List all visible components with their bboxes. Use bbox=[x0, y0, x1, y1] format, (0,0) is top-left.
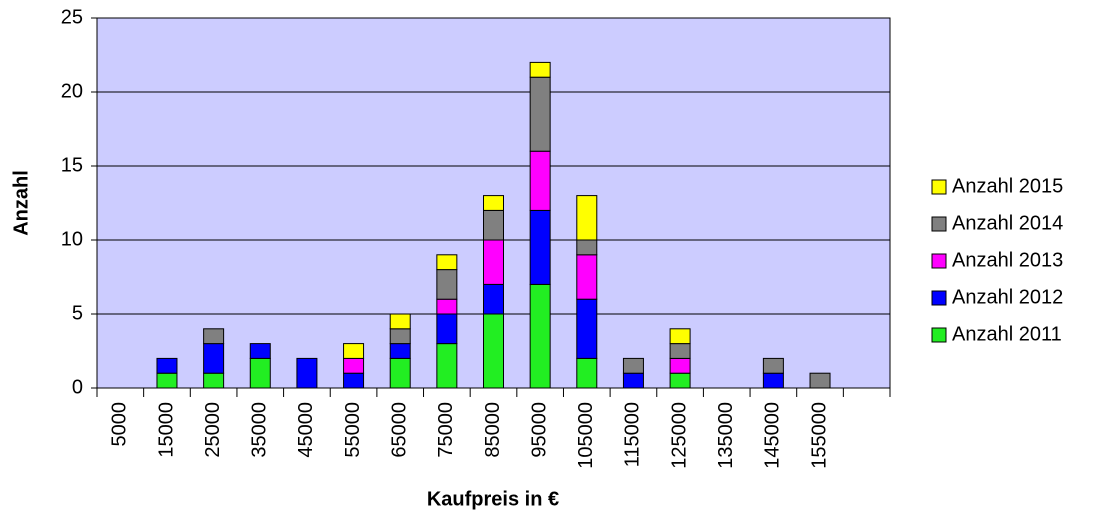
bar-segment bbox=[203, 328, 225, 345]
x-tick-label: 75000 bbox=[435, 402, 457, 458]
bar-segment bbox=[389, 313, 411, 330]
bar-segment bbox=[622, 372, 644, 389]
x-tick-label: 25000 bbox=[202, 402, 224, 458]
legend-label: Anzahl 2012 bbox=[952, 286, 1063, 308]
legend-swatch bbox=[931, 327, 947, 343]
bar-segment bbox=[249, 357, 271, 389]
bar-segment bbox=[389, 328, 411, 345]
x-tick-label: 145000 bbox=[762, 402, 784, 469]
bar-segment bbox=[529, 283, 551, 389]
bar-segment bbox=[576, 239, 598, 256]
bar-segment bbox=[343, 372, 365, 389]
bar-segment bbox=[576, 254, 598, 300]
bar-segment bbox=[483, 283, 504, 315]
bar-segment bbox=[483, 195, 504, 211]
legend-swatch bbox=[931, 253, 947, 269]
bar-segment bbox=[343, 357, 365, 374]
bar-segment bbox=[529, 76, 551, 152]
x-tick-label: 135000 bbox=[715, 402, 737, 469]
y-axis-label: Anzahl bbox=[10, 170, 32, 236]
legend-label: Anzahl 2011 bbox=[952, 323, 1062, 345]
x-axis-label: Kaufpreis in € bbox=[427, 488, 559, 510]
legend-swatch bbox=[931, 216, 947, 232]
y-tick-label: 10 bbox=[61, 228, 83, 250]
bar-segment bbox=[576, 195, 598, 241]
bar-segment bbox=[576, 357, 598, 389]
bar-segment bbox=[343, 343, 365, 359]
legend-label: Anzahl 2013 bbox=[952, 249, 1063, 271]
y-tick-label: 15 bbox=[61, 154, 83, 176]
x-tick-label: 125000 bbox=[668, 402, 690, 469]
bar-segment bbox=[529, 209, 551, 285]
legend-label: Anzahl 2015 bbox=[952, 175, 1063, 197]
legend-swatch bbox=[931, 179, 947, 195]
bar-segment bbox=[436, 343, 458, 389]
bar-segment bbox=[436, 313, 458, 345]
bar-segment bbox=[483, 209, 504, 241]
x-tick-label: 45000 bbox=[295, 402, 317, 458]
y-tick-label: 5 bbox=[72, 302, 83, 324]
legend-label: Anzahl 2014 bbox=[952, 212, 1063, 234]
bar-segment bbox=[249, 343, 271, 359]
x-tick-label: 55000 bbox=[342, 402, 364, 458]
y-tick-label: 20 bbox=[61, 80, 83, 102]
x-tick-label: 105000 bbox=[575, 402, 597, 469]
bar-segment bbox=[669, 357, 691, 374]
bar-segment bbox=[156, 357, 178, 374]
bar-segment bbox=[576, 298, 598, 359]
x-tick-label: 5000 bbox=[109, 402, 131, 447]
bar-segment bbox=[669, 328, 691, 345]
x-tick-label: 35000 bbox=[249, 402, 271, 458]
x-tick-label: 85000 bbox=[482, 402, 504, 458]
bar-segment bbox=[389, 357, 411, 389]
bar-segment bbox=[529, 61, 551, 78]
bar-segment bbox=[483, 313, 504, 389]
bar-segment bbox=[436, 269, 458, 300]
bar-segment bbox=[203, 343, 225, 374]
bar-segment bbox=[529, 150, 551, 211]
y-tick-label: 0 bbox=[72, 376, 83, 398]
legend-swatch bbox=[931, 290, 947, 306]
bar-segment bbox=[436, 254, 458, 271]
bar-segment bbox=[436, 298, 458, 315]
bar-segment bbox=[203, 372, 225, 389]
x-tick-label: 155000 bbox=[808, 402, 830, 469]
bar-segment bbox=[296, 357, 318, 389]
bar-segment bbox=[669, 372, 691, 389]
y-tick-label: 25 bbox=[61, 6, 83, 28]
bar-segment bbox=[762, 357, 784, 374]
bar-segment bbox=[483, 239, 504, 285]
bar-segment bbox=[762, 372, 784, 389]
bar-segment bbox=[622, 357, 644, 374]
x-tick-label: 15000 bbox=[155, 402, 177, 458]
bar-segment bbox=[669, 343, 691, 359]
bar-segment bbox=[389, 343, 411, 359]
x-tick-label: 95000 bbox=[528, 402, 550, 458]
x-tick-label: 65000 bbox=[388, 402, 410, 458]
x-tick-label: 115000 bbox=[622, 402, 644, 467]
bar-segment bbox=[156, 372, 178, 389]
bar-segment bbox=[809, 372, 831, 389]
